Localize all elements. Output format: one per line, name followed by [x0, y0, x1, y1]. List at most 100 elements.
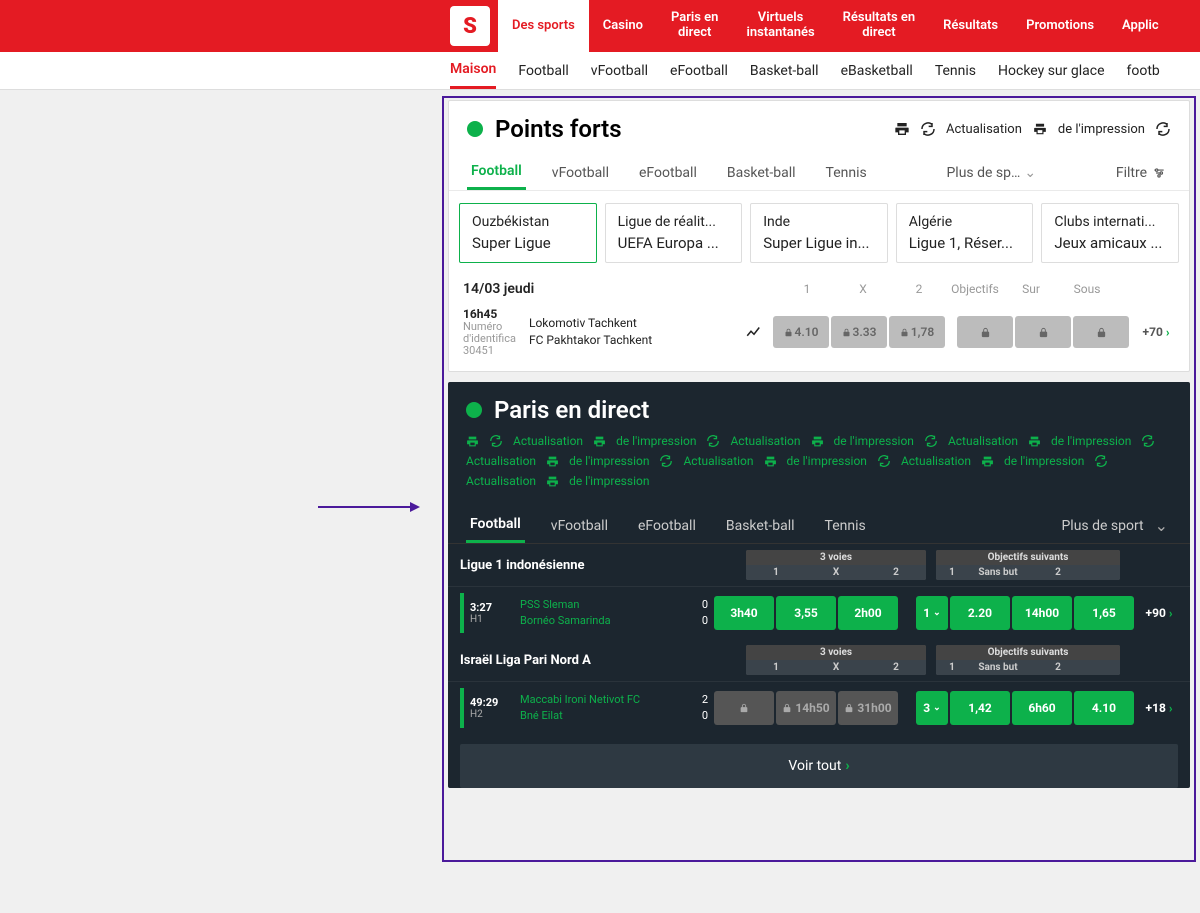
live-match-row[interactable]: 49:29H2Maccabi Ironi Netivot FCBné Eilat… [448, 681, 1190, 734]
top-tab[interactable]: Paris endirect [657, 0, 732, 52]
odds-button[interactable]: 3.33 [831, 316, 887, 348]
subnav-item[interactable]: eFootball [670, 54, 728, 88]
odds-button-locked[interactable] [714, 691, 774, 725]
odds-button[interactable]: 2h00 [838, 596, 898, 630]
more-odds[interactable]: +18 › [1140, 701, 1178, 715]
printer-icon[interactable] [1032, 121, 1048, 137]
odds-button-locked[interactable]: 31h00 [838, 691, 898, 725]
subnav-item[interactable]: Football [518, 54, 568, 88]
odds-button[interactable]: 1,65 [1074, 596, 1134, 630]
printer-icon[interactable] [981, 455, 994, 468]
live-match-row[interactable]: 3:27H1PSS SlemanBornéo Samarinda003h403,… [448, 586, 1190, 639]
refresh-icon[interactable] [659, 454, 673, 468]
refresh-icon[interactable] [1141, 434, 1155, 448]
sport-tab[interactable]: Plus de sport ⌄ [1057, 508, 1172, 543]
odds-button-locked[interactable] [1015, 316, 1071, 348]
top-tab[interactable]: Promotions [1012, 0, 1108, 52]
odds-button[interactable]: 2.20 [950, 596, 1010, 630]
printer-icon[interactable] [466, 435, 479, 448]
printer-icon[interactable] [546, 475, 559, 488]
sport-tab[interactable]: eFootball [635, 155, 701, 190]
sport-tab[interactable]: Filtre [1112, 155, 1171, 190]
sport-tab[interactable]: vFootball [548, 155, 613, 190]
subnav-item[interactable]: vFootball [591, 54, 648, 88]
sport-tab[interactable]: Football [466, 508, 525, 543]
odds-button-locked[interactable]: 14h50 [776, 691, 836, 725]
league-card[interactable]: OuzbékistanSuper Ligue [459, 203, 597, 263]
subnav-item[interactable]: Basket-ball [750, 54, 819, 88]
refresh-label: Actualisation [948, 434, 1018, 448]
odds-button-locked[interactable] [1073, 316, 1129, 348]
printer-icon[interactable] [546, 455, 559, 468]
refresh-label: Actualisation [513, 434, 583, 448]
refresh-label: Actualisation [466, 474, 536, 488]
top-tab[interactable]: Casino [589, 0, 657, 52]
odds-headers: 1X2ObjectifsSurSous [779, 282, 1115, 296]
refresh-icon[interactable] [489, 434, 503, 448]
live-indicator [460, 593, 464, 633]
top-tab[interactable]: Des sports [498, 0, 589, 52]
subnav-item[interactable]: Maison [450, 52, 496, 89]
sport-tab[interactable]: eFootball [634, 508, 700, 543]
live-clock: 3:27H1 [470, 601, 514, 625]
refresh-icon[interactable] [920, 121, 936, 137]
refresh-icon[interactable] [877, 454, 891, 468]
subnav-item[interactable]: Hockey sur glace [998, 54, 1104, 88]
league-card[interactable]: Clubs internati...Jeux amicaux ... [1041, 203, 1179, 263]
top-tab[interactable]: Applic [1108, 0, 1173, 52]
printer-icon[interactable] [894, 121, 910, 137]
odds-button-locked[interactable] [957, 316, 1013, 348]
odds-button[interactable]: 1,42 [950, 691, 1010, 725]
printer-icon[interactable] [764, 455, 777, 468]
sport-tab[interactable]: Tennis [821, 508, 870, 543]
odds-button[interactable]: 3,55 [776, 596, 836, 630]
odds-button[interactable]: 3h40 [714, 596, 774, 630]
top-tab[interactable]: Résultats [929, 0, 1012, 52]
more-odds[interactable]: +90 › [1140, 606, 1178, 620]
sport-tab[interactable]: Basket-ball [722, 508, 799, 543]
printer-icon[interactable] [593, 435, 606, 448]
refresh-icon[interactable] [1094, 454, 1108, 468]
league-card[interactable]: AlgérieLigue 1, Réser... [896, 203, 1034, 263]
sport-tab[interactable]: vFootball [547, 508, 612, 543]
goal-number-select[interactable]: 3 ⌄ [916, 691, 948, 725]
live-sport-tabs: Football vFootball eFootball Basket-ball Ten… [448, 500, 1190, 544]
odds-button[interactable]: 4.10 [773, 316, 829, 348]
goal-number-select[interactable]: 1 ⌄ [916, 596, 948, 630]
subnav-item[interactable]: footb [1127, 54, 1160, 88]
sport-tab[interactable]: Tennis [822, 155, 871, 190]
subnav-item[interactable]: Tennis [935, 54, 976, 88]
live-dot-icon [466, 402, 482, 418]
league-cards: OuzbékistanSuper LigueLigue de réalit...… [449, 191, 1189, 275]
annotation-arrow [318, 506, 418, 508]
odds-header: Sous [1059, 282, 1115, 296]
sport-tab[interactable]: Basket-ball [723, 155, 800, 190]
odds-button[interactable]: 14h00 [1012, 596, 1072, 630]
odds-header: Objectifs [947, 282, 1003, 296]
print-label: de l'impression [1058, 122, 1145, 137]
match-row[interactable]: 16h45 Numéro d'identifica 30451 Lokomoti… [449, 303, 1189, 371]
sport-tab[interactable]: Plus de sp… ⌄ [942, 155, 1040, 190]
view-all-button[interactable]: Voir tout› [460, 744, 1178, 788]
odds-button[interactable]: 4.10 [1074, 691, 1134, 725]
odds-header: 1 [779, 282, 835, 296]
league-card[interactable]: Ligue de réalit...UEFA Europa ... [605, 203, 743, 263]
odds-button[interactable]: 6h60 [1012, 691, 1072, 725]
top-tab[interactable]: Virtuelsinstantanés [732, 0, 828, 52]
sport-tab[interactable]: Football [467, 155, 526, 190]
more-odds[interactable]: +70 › [1137, 325, 1175, 339]
live-teams: Maccabi Ironi Netivot FCBné Eilat [520, 692, 688, 725]
refresh-icon[interactable] [1155, 121, 1171, 137]
live-league-header: Israël Liga Pari Nord A3 voies1X2Objecti… [448, 639, 1190, 681]
odds-button[interactable]: 1,78 [889, 316, 945, 348]
league-card[interactable]: IndeSuper Ligue in... [750, 203, 888, 263]
refresh-icon[interactable] [924, 434, 938, 448]
printer-icon[interactable] [1028, 435, 1041, 448]
printer-icon[interactable] [811, 435, 824, 448]
subnav-item[interactable]: eBasketball [841, 54, 913, 88]
refresh-icon[interactable] [706, 434, 720, 448]
stats-icon[interactable] [745, 323, 765, 341]
print-label: de l'impression [1004, 454, 1084, 468]
brand-logo[interactable]: S [450, 6, 490, 46]
top-tab[interactable]: Résultats endirect [829, 0, 929, 52]
